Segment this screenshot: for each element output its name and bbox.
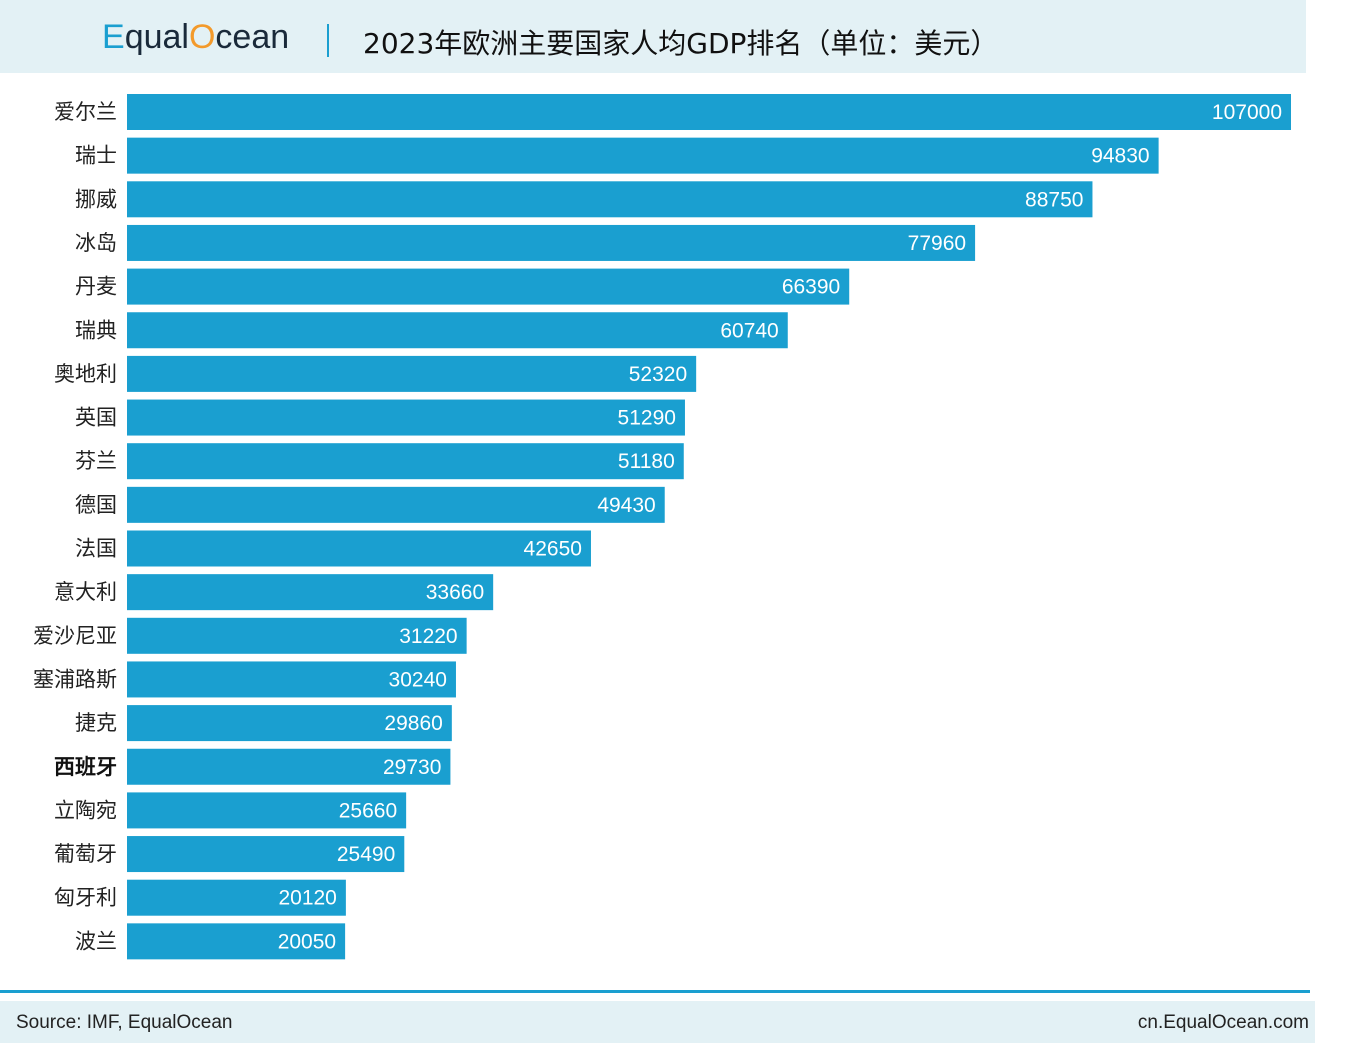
- value-label: 30240: [389, 668, 447, 691]
- bar-15: [127, 748, 451, 785]
- source-note: Source: IMF, EqualOcean: [16, 1012, 233, 1033]
- bar-9: [127, 486, 665, 523]
- bar-0: [127, 94, 1291, 130]
- bar-16: [127, 792, 407, 829]
- bar-19: [127, 923, 346, 960]
- bar-12: [127, 617, 467, 654]
- category-label: 匈牙利: [54, 886, 117, 910]
- category-label: 意大利: [54, 580, 117, 604]
- value-label: 52320: [629, 363, 687, 386]
- bar-chart: 爱尔兰 107000 瑞士 94830 挪威 88750 冰岛 77960 丹麦 66390 瑞典 6…: [33, 94, 1291, 960]
- value-label: 31220: [399, 625, 457, 648]
- value-label: 77960: [908, 232, 966, 255]
- bar-1: [127, 137, 1159, 174]
- value-label: 51180: [618, 450, 675, 473]
- value-label: 33660: [426, 581, 484, 604]
- bar-8: [127, 443, 684, 480]
- logo-qual: qual: [124, 17, 189, 56]
- category-label: 捷克: [75, 711, 117, 735]
- bar-6: [127, 355, 697, 392]
- logo-o: O: [188, 17, 216, 56]
- value-label: 66390: [782, 276, 840, 299]
- bar-13: [127, 661, 456, 698]
- value-label: 60740: [720, 319, 778, 342]
- bar-7: [127, 399, 685, 436]
- bar-2: [127, 181, 1093, 218]
- value-label: 94830: [1091, 145, 1149, 168]
- value-label: 29860: [384, 712, 442, 735]
- logo-cean: cean: [215, 17, 290, 56]
- value-label: 25490: [337, 843, 395, 866]
- bar-11: [127, 574, 494, 611]
- site-url: cn.EqualOcean.com: [1137, 1012, 1309, 1033]
- category-label: 德国: [75, 493, 117, 517]
- category-label: 瑞典: [75, 318, 117, 342]
- category-label: 挪威: [75, 187, 117, 211]
- chart-title: 2023年欧洲主要国家人均GDP排名（单位：美元）: [363, 27, 999, 60]
- category-label: 爱尔兰: [54, 100, 117, 124]
- footer-rule: [0, 990, 1310, 993]
- value-label: 25660: [339, 799, 397, 822]
- category-label: 瑞士: [75, 144, 117, 168]
- value-label: 88750: [1025, 188, 1083, 211]
- bar-10: [127, 530, 591, 567]
- value-label: 20050: [278, 930, 336, 953]
- category-label: 塞浦路斯: [33, 667, 117, 691]
- category-label: 冰岛: [75, 231, 117, 255]
- bar-17: [127, 836, 405, 873]
- footer-bar: Source: IMF, EqualOcean cn.EqualOcean.co…: [0, 1001, 1315, 1043]
- category-label: 西班牙: [54, 755, 117, 779]
- category-label: 奥地利: [54, 362, 117, 386]
- value-label: 29730: [383, 756, 441, 779]
- category-label: 爱沙尼亚: [33, 624, 117, 648]
- category-label: 立陶宛: [54, 798, 117, 822]
- category-label: 波兰: [75, 929, 117, 953]
- value-label: 42650: [524, 538, 582, 561]
- value-label: 107000: [1212, 101, 1282, 124]
- bar-5: [127, 312, 788, 349]
- bar-18: [127, 879, 346, 916]
- logo-e: E: [102, 17, 125, 56]
- bar-14: [127, 705, 452, 742]
- bar-4: [127, 268, 850, 305]
- header-divider: [327, 24, 329, 57]
- category-label: 英国: [75, 406, 117, 430]
- value-label: 51290: [618, 407, 676, 430]
- category-label: 丹麦: [75, 275, 117, 299]
- bar-3: [127, 224, 976, 261]
- category-label: 法国: [75, 537, 117, 561]
- value-label: 49430: [597, 494, 655, 517]
- category-label: 芬兰: [75, 449, 117, 473]
- value-label: 20120: [278, 887, 336, 910]
- category-label: 葡萄牙: [54, 842, 117, 866]
